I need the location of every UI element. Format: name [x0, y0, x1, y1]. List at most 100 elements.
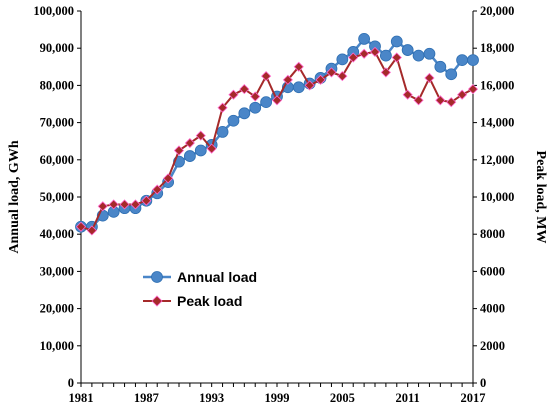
peak-load-point [446, 97, 457, 108]
right-tick-label: 8000 [480, 227, 505, 241]
annual-load-point [379, 49, 392, 62]
peak-load-point [173, 145, 185, 156]
x-tick-label: 1993 [199, 391, 224, 405]
peak-load-point [467, 84, 479, 95]
annual-load-point [194, 144, 207, 157]
right-tick-label: 2000 [480, 339, 505, 353]
peak-load-point [239, 84, 250, 95]
annual-load-point [183, 150, 196, 162]
right-y-axis-ticks: 0 2000 4000 6000 8000 10,000 12,000 14,000 16,00… [473, 4, 514, 390]
peak-load-point [282, 74, 293, 85]
peak-load-point [75, 221, 87, 232]
right-tick-label: 16,000 [480, 78, 514, 92]
peak-load-point [337, 71, 348, 82]
peak-load-point [435, 95, 446, 106]
x-tick-label: 2017 [461, 391, 486, 405]
peak-load-point [97, 201, 108, 212]
peak-load-point [250, 91, 261, 102]
peak-load-point [402, 89, 413, 100]
annual-load-point [434, 60, 447, 73]
right-tick-label: 14,000 [480, 116, 514, 130]
left-tick-label: 60,000 [40, 153, 74, 167]
peak-load-point [206, 143, 217, 154]
peak-load-point [315, 74, 326, 85]
legend-annual-marker [151, 271, 163, 283]
annual-load-point [423, 47, 436, 60]
x-tick-label: 1999 [265, 391, 290, 405]
peak-load-point [119, 199, 130, 210]
annual-load-point [292, 81, 305, 94]
peak-load-point [369, 46, 381, 57]
annual-load-point [401, 44, 414, 56]
left-tick-label: 40,000 [40, 227, 74, 241]
peak-load-point [348, 52, 359, 63]
peak-load-point [152, 184, 163, 195]
peak-load-point [391, 52, 402, 63]
right-tick-label: 4000 [480, 302, 505, 316]
annual-load-point [249, 101, 262, 114]
left-tick-label: 90,000 [40, 41, 74, 55]
left-y-axis-ticks: 0 10,000 20,000 30,000 40,000 50,000 60,000 70,… [33, 4, 81, 390]
legend-peak-label: Peak load [177, 293, 242, 309]
annual-load-point [238, 107, 251, 120]
right-tick-label: 12,000 [480, 153, 514, 167]
right-tick-label: 6000 [480, 264, 505, 278]
annual-load-point [336, 53, 349, 66]
peak-load-point [293, 61, 304, 72]
right-tick-label: 0 [480, 376, 486, 390]
left-tick-label: 50,000 [40, 190, 74, 204]
legend-item-peak-load: Peak load [143, 293, 242, 309]
peak-load-point [228, 89, 239, 100]
peak-load-point [261, 71, 272, 82]
annual-load-point [227, 114, 240, 127]
peak-load-point [413, 95, 424, 106]
series-layer [75, 33, 479, 236]
x-tick-label: 2011 [396, 391, 420, 405]
right-axis-title: Peak load, MW [533, 151, 548, 244]
peak-load-point [326, 67, 337, 78]
peak-load-line [80, 50, 474, 232]
peak-load-point [271, 95, 283, 106]
peak-load-point [86, 225, 97, 236]
annual-load-point [412, 49, 425, 62]
annual-load-line [81, 37, 473, 229]
x-tick-label: 2005 [330, 391, 355, 405]
annual-load-point [260, 96, 273, 109]
legend-annual-label: Annual load [177, 269, 257, 285]
peak-load-point [380, 67, 391, 78]
peak-load-point [457, 89, 468, 100]
x-tick-label: 1987 [134, 391, 159, 405]
left-tick-label: 80,000 [40, 78, 74, 92]
left-tick-label: 20,000 [40, 302, 74, 316]
right-tick-label: 10,000 [480, 190, 514, 204]
peak-load-point [130, 199, 141, 210]
peak-load-point [359, 48, 370, 59]
right-tick-label: 18,000 [480, 41, 514, 55]
peak-load-point [141, 195, 152, 206]
left-tick-label: 70,000 [40, 116, 74, 130]
annual-load-point [390, 35, 403, 48]
annual-load-point [358, 33, 371, 45]
peak-load-point [304, 80, 315, 91]
annual-load-point [467, 54, 479, 67]
plot-area [80, 11, 474, 384]
left-axis-title: Annual load, GWh [7, 140, 22, 253]
peak-load-point [217, 102, 228, 113]
left-tick-label: 0 [68, 376, 74, 390]
x-tick-label: 1981 [69, 391, 94, 405]
x-axis-ticks: 1981 1987 1993 1999 2005 2011 2017 [69, 383, 486, 405]
legend-peak-marker [151, 295, 163, 307]
left-tick-label: 100,000 [33, 4, 74, 18]
annual-load-point [456, 54, 469, 67]
peak-load-point [108, 199, 119, 210]
peak-load-point [195, 130, 206, 141]
left-tick-label: 10,000 [40, 339, 74, 353]
right-tick-label: 20,000 [480, 4, 514, 18]
peak-load-point [184, 137, 195, 149]
annual-load-point [216, 125, 229, 138]
left-tick-label: 30,000 [40, 264, 74, 278]
peak-load-point [163, 173, 174, 184]
annual-load-point [445, 68, 458, 81]
legend-item-annual-load: Annual load [143, 269, 257, 285]
